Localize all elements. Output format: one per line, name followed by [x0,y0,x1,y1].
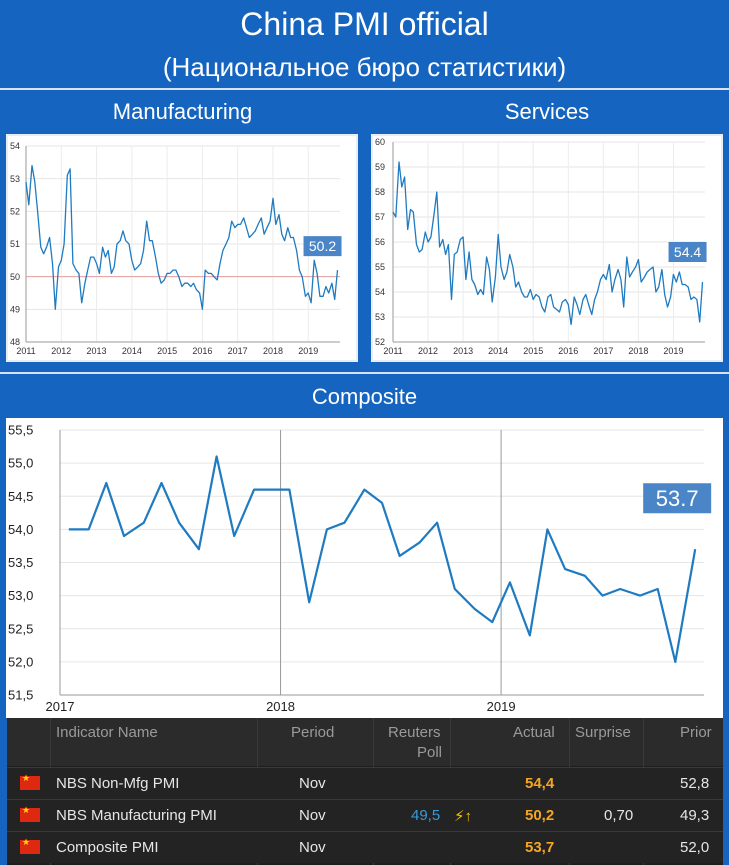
actual-value: 50,2 [525,807,555,824]
x-tick-label: 2017 [46,699,75,714]
x-tick-label: 2019 [663,346,683,356]
y-tick-label: 48 [10,337,20,347]
y-tick-label: 55,0 [8,456,33,471]
manufacturing-chart: 48 49 50 51 52 53 54 2011 2012 2013 2014 2015 2016 20… [6,134,358,362]
last-value-badge [668,242,707,262]
table-row[interactable]: Composite PMI Nov 53,7 52,0 [7,831,723,863]
composite-title: Composite [311,384,418,409]
y-tick-label: 60 [375,137,385,147]
header-actual[interactable]: Actual [513,724,555,741]
period: Nov [299,839,326,856]
indicator-table: Indicator Name Period Reuters Poll Actua… [7,718,723,865]
header-poll-line1[interactable]: Reuters [388,724,441,741]
y-tick-label: 49 [10,304,20,314]
china-flag-icon [20,805,40,822]
last-value-label: 50.2 [309,238,336,254]
period: Nov [299,807,326,824]
x-tick-label: 2012 [418,346,438,356]
manufacturing-chart-svg: 48 49 50 51 52 53 54 2011 2012 2013 2014 2015 2016 20… [10,141,342,356]
last-value-label: 54.4 [674,244,701,260]
y-tick-label: 52 [10,206,20,216]
y-tick-label: 54,5 [8,489,33,504]
x-tick-label: 2019 [487,699,516,714]
y-tick-label: 57 [375,212,385,222]
x-tick-label: 2011 [383,346,402,356]
x-tick-label: 2011 [16,346,35,356]
page-subtitle: (Национальное бюро статистики) [162,52,567,82]
y-tick-label: 51 [10,239,20,249]
y-tick-label: 51,5 [8,688,33,703]
x-tick-label: 2017 [593,346,613,356]
y-tick-label: 53 [10,174,20,184]
header: China PMI official (Национальное бюро ст… [0,0,729,88]
period: Nov [299,775,326,792]
header-period[interactable]: Period [291,724,335,741]
indicator-name: NBS Non-Mfg PMI [56,775,180,792]
last-value-label: 53.7 [656,486,699,511]
china-flag-icon [20,773,40,790]
prior-value: 49,3 [680,807,710,824]
poll-value: 49,5 [411,807,441,824]
x-tick-label: 2012 [51,346,71,356]
y-tick-label: 54,0 [8,522,33,537]
manufacturing-title: Manufacturing [112,99,253,124]
prior-value: 52,0 [680,839,710,856]
y-tick-label: 53 [375,312,385,322]
series-line [25,164,339,310]
y-tick-label: 53,0 [8,588,33,603]
x-tick-label: 2017 [228,346,248,356]
y-tick-label: 52,0 [8,654,33,669]
china-flag-icon [20,837,40,854]
x-tick-label: 2015 [523,346,543,356]
y-tick-label: 54 [375,287,385,297]
y-tick-label: 59 [375,162,385,172]
x-tick-label: 2013 [87,346,107,356]
x-tick-label: 2018 [263,346,283,356]
x-tick-label: 2018 [628,346,648,356]
header-prior[interactable]: Prior [680,724,712,741]
last-value-badge [303,236,342,257]
table-row[interactable]: NBS Non-Mfg PMI Nov 54,4 52,8 [7,767,723,799]
divider [0,88,729,90]
indicator-name: Composite PMI [56,839,159,856]
y-tick-label: 52,5 [8,621,33,636]
y-tick-label: 55 [375,262,385,272]
x-tick-label: 2016 [558,346,578,356]
x-tick-label: 2016 [192,346,212,356]
prior-value: 52,8 [680,775,710,792]
header-surprise[interactable]: Surprise [575,724,631,741]
actual-value: 54,4 [525,775,555,792]
beat-lightning-icon: ⚡↑ [454,808,473,825]
last-value-badge [643,483,712,514]
divider [0,372,729,374]
header-poll-line2[interactable]: Poll [417,744,443,761]
x-tick-label: 2013 [453,346,473,356]
services-chart-svg: 52 53 54 55 56 57 58 59 60 2011 2012 2013 2014 2015 20… [375,137,707,356]
x-tick-label: 2014 [488,346,508,356]
x-tick-label: 2015 [157,346,177,356]
x-tick-label: 2019 [298,346,318,356]
y-tick-label: 54 [10,141,20,151]
y-tick-label: 52 [375,337,385,347]
y-tick-label: 58 [375,187,385,197]
surprise-value: 0,70 [604,807,634,824]
services-chart: 52 53 54 55 56 57 58 59 60 2011 2012 2013 2014 2015 20… [371,134,723,362]
actual-value: 53,7 [525,839,555,856]
composite-chart: 51,5 52,0 52,5 53,0 53,5 54,0 54,5 55,0 55,5 2017… [6,418,723,718]
table-row[interactable]: NBS Manufacturing PMI Nov 49,5 ⚡↑ 50,2 0… [7,799,723,831]
series-line [392,161,704,326]
services-title: Services [504,99,590,124]
x-tick-label: 2014 [122,346,142,356]
x-tick-label: 2018 [266,699,295,714]
y-tick-label: 50 [10,272,20,282]
table-header: Indicator Name Period Reuters Poll Actua… [7,718,723,766]
page-title: China PMI official [240,6,489,42]
indicator-name: NBS Manufacturing PMI [56,807,217,824]
composite-chart-svg: 51,5 52,0 52,5 53,0 53,5 54,0 54,5 55,0 55,5 2017… [8,423,712,714]
header-indicator[interactable]: Indicator Name [56,724,158,741]
y-tick-label: 53,5 [8,555,33,570]
series-line [68,455,697,663]
y-tick-label: 56 [375,237,385,247]
y-tick-label: 55,5 [8,423,33,438]
